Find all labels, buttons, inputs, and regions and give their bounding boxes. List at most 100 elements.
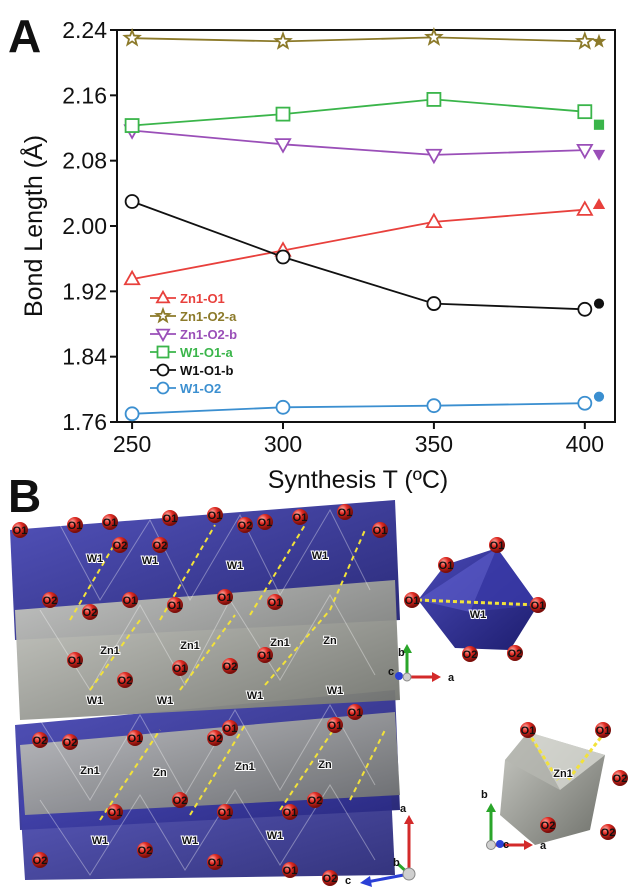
oxygen-atom xyxy=(600,824,616,840)
oxygen-atom xyxy=(347,704,363,720)
legend-marker xyxy=(156,381,170,395)
data-point xyxy=(124,406,140,422)
series-w1-o1-a xyxy=(124,92,605,133)
oxygen-atom xyxy=(102,514,118,530)
atom-label: W1 xyxy=(327,685,344,697)
legend-item: Zn1-O2-b xyxy=(150,327,237,343)
legend-label: Zn1-O1 xyxy=(180,291,225,306)
oxygen-atom xyxy=(292,509,308,525)
atom-label: O2 xyxy=(63,737,78,749)
y-tick-label: 1.92 xyxy=(62,278,107,304)
atom-label: Zn xyxy=(323,635,337,647)
oxygen-atom xyxy=(62,734,78,750)
svg-text:c: c xyxy=(345,875,351,887)
svg-text:b: b xyxy=(398,647,405,659)
atom-label: O1 xyxy=(128,733,143,745)
atom-label: O2 xyxy=(308,795,323,807)
atom-label: O1 xyxy=(223,723,238,735)
oxygen-atom xyxy=(222,658,238,674)
oxygen-atom xyxy=(337,504,353,520)
atom-label: O1 xyxy=(490,540,505,552)
legend-label: W1-O1-a xyxy=(180,345,234,360)
data-point xyxy=(426,296,442,311)
axes-triad-2: b c a xyxy=(481,789,547,852)
atom-label: O2 xyxy=(153,540,168,552)
oxygen-atom xyxy=(217,804,233,820)
oxygen-atom xyxy=(404,592,420,608)
oxygen-atom xyxy=(520,722,536,738)
oxygen-atom xyxy=(207,730,223,746)
atom-label: O2 xyxy=(323,873,338,885)
oxygen-atom xyxy=(42,592,58,608)
data-point xyxy=(124,118,140,133)
axes-triad-1: b c a xyxy=(388,644,455,684)
y-axis-title: Bond Length (Å) xyxy=(18,135,48,317)
atom-label: Zn1 xyxy=(235,761,255,773)
atom-label: O1 xyxy=(218,807,233,819)
oxygen-atom xyxy=(217,589,233,605)
reference-point xyxy=(592,149,606,161)
oxygen-atom xyxy=(207,854,223,870)
data-point xyxy=(577,395,593,411)
oxygen-atom xyxy=(530,597,546,613)
legend: Zn1-O1 Zn1-O2-a Zn1-O2-b W1-O1-a W1-O1-b W1-O… xyxy=(150,289,237,396)
oxygen-atom xyxy=(172,792,188,808)
atom-label: O2 xyxy=(118,675,133,687)
oxygen-atom xyxy=(257,514,273,530)
oxygen-atom xyxy=(127,730,143,746)
oxygen-atom xyxy=(540,817,556,833)
atom-label: O1 xyxy=(258,650,273,662)
oxygen-atom xyxy=(67,517,83,533)
oxygen-atom xyxy=(327,717,343,733)
reference-point xyxy=(592,198,606,210)
series-line xyxy=(131,208,585,280)
oxygen-atom xyxy=(32,732,48,748)
atom-label: O2 xyxy=(463,649,478,661)
atom-label: O1 xyxy=(218,592,233,604)
y-tick-label: 2.00 xyxy=(62,213,107,239)
atom-label: W1 xyxy=(267,830,284,842)
panel-a-label: A xyxy=(8,10,41,62)
data-point xyxy=(426,398,442,414)
data-point xyxy=(426,92,442,107)
series-line xyxy=(132,402,585,415)
oxygen-atom xyxy=(122,592,138,608)
svg-text:c: c xyxy=(503,839,509,851)
x-tick-label: 350 xyxy=(415,431,453,457)
atom-label: O2 xyxy=(43,595,58,607)
legend-label: W1-O1-b xyxy=(180,363,234,378)
atom-label: O1 xyxy=(439,560,454,572)
atom-label: O2 xyxy=(113,540,128,552)
oxygen-atom xyxy=(372,522,388,538)
atom-label: O1 xyxy=(338,507,353,519)
y-tick-label: 1.84 xyxy=(62,344,107,370)
atom-label: W1 xyxy=(142,555,159,567)
oxygen-atom xyxy=(612,770,628,786)
atom-label: O2 xyxy=(613,773,628,785)
svg-text:a: a xyxy=(400,803,407,815)
oxygen-atom xyxy=(462,646,478,662)
atom-label: O1 xyxy=(283,865,298,877)
atom-label: Zn1 xyxy=(80,765,100,777)
atom-label: O1 xyxy=(13,525,28,537)
atom-label: W1 xyxy=(157,695,174,707)
oxygen-atom xyxy=(67,652,83,668)
svg-text:b: b xyxy=(481,789,488,801)
atom-label: O1 xyxy=(328,720,343,732)
atom-label: Zn xyxy=(318,759,332,771)
zn-octahedron xyxy=(500,731,607,845)
data-point xyxy=(576,200,594,216)
reference-point xyxy=(593,119,605,130)
svg-text:c: c xyxy=(388,666,394,678)
oxygen-atom xyxy=(489,537,505,553)
atom-label: O1 xyxy=(103,517,118,529)
series-zn1-o2-b xyxy=(123,124,606,165)
oxygen-atom xyxy=(107,804,123,820)
data-point xyxy=(275,249,291,265)
data-point xyxy=(577,104,593,120)
oxygen-atom xyxy=(32,852,48,868)
data-point xyxy=(124,194,140,209)
x-axis-title: Synthesis T (ºC) xyxy=(268,466,448,494)
data-point xyxy=(273,30,293,50)
